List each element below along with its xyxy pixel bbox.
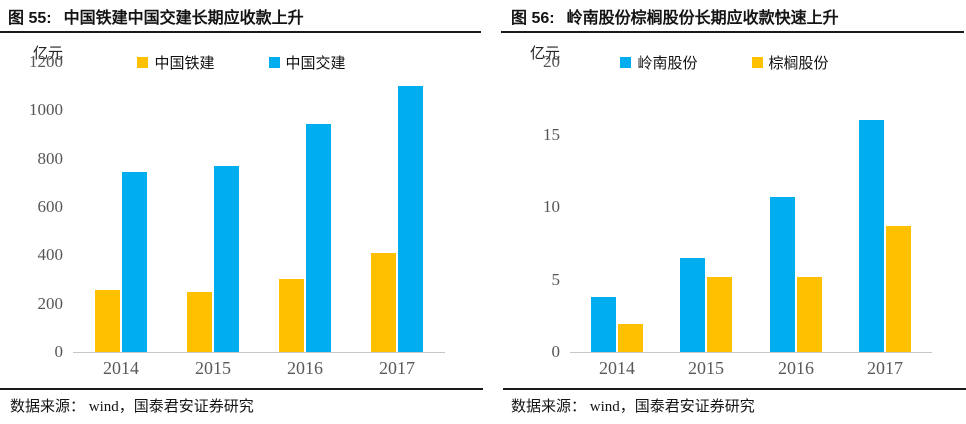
x-axis-tick-label: 2016 [287, 358, 323, 378]
y-axis-tick-label: 600 [37, 197, 64, 216]
legend-swatch-icon [751, 57, 763, 68]
chart-legend: 岭南股份 棕榈股份 [483, 52, 966, 73]
bar [187, 292, 212, 352]
figure-56-title-text: 岭南股份棕榈股份长期应收款快速上升 [566, 10, 839, 27]
legend-swatch-icon [620, 57, 632, 68]
legend-item: 棕榈股份 [751, 52, 829, 73]
legend-swatch-icon [268, 57, 280, 68]
bar [398, 86, 423, 352]
y-axis-tick-label: 20 [543, 52, 560, 71]
bar [618, 324, 643, 352]
x-axis-tick-label: 2017 [867, 358, 903, 378]
bar [707, 277, 732, 352]
figure-55-title-divider [0, 31, 481, 33]
y-axis-tick-label: 15 [543, 124, 560, 144]
figure-56-number: 图 56: [511, 10, 555, 27]
x-axis-tick-label: 2014 [599, 358, 635, 378]
legend-swatch-icon [137, 57, 149, 68]
x-axis-line [570, 352, 932, 353]
y-axis-unit-label: 亿元 [529, 46, 560, 62]
bar-chart-56: 亿元 0 5 10 15 20 岭南股份 棕榈股份 2014 2015 2016 2017 [483, 35, 966, 388]
y-axis-tick-label: 800 [37, 148, 64, 168]
x-axis-tick-label: 2017 [379, 358, 415, 378]
y-axis-tick-label: 0 [551, 342, 561, 361]
x-axis-tick-label: 2015 [195, 358, 231, 378]
figure-56-title: 图 56: 岭南股份棕榈股份长期应收款快速上升 [483, 4, 964, 28]
bar [680, 258, 705, 352]
legend-item: 中国铁建 [137, 52, 215, 73]
bar [886, 226, 911, 352]
y-axis-tick-label: 400 [37, 245, 64, 265]
y-axis-tick-label: 200 [37, 293, 64, 313]
x-axis-tick-label: 2014 [103, 358, 139, 378]
x-axis-tick-label: 2015 [688, 358, 724, 378]
legend-item: 中国交建 [268, 52, 346, 73]
bar [371, 253, 396, 352]
plot-area [75, 62, 443, 352]
legend-item: 岭南股份 [620, 52, 698, 73]
figure-55-source-divider [0, 388, 483, 390]
figure-56-title-divider [501, 31, 964, 33]
figure-55: 图 55: 中国铁建中国交建长期应收款上升 亿元 0 200 400 600 800 1000… [0, 4, 483, 415]
legend-label: 岭南股份 [637, 56, 698, 72]
y-axis-tick-label: 1200 [29, 52, 63, 71]
chart-legend: 中国铁建 中国交建 [0, 52, 483, 73]
y-axis-tick-label: 5 [551, 269, 561, 289]
bar [122, 172, 147, 352]
figure-56: 图 56: 岭南股份棕榈股份长期应收款快速上升 亿元 0 5 10 15 20 岭南股份 棕榈股… [483, 0, 966, 424]
figure-56-source-divider [503, 388, 966, 390]
y-axis-tick-label: 1000 [29, 100, 63, 120]
x-axis-tick-label: 2016 [778, 358, 814, 378]
figure-55-data-source: 数据来源： wind，国泰君安证券研究 [10, 399, 254, 415]
bar [95, 290, 120, 352]
legend-label: 棕榈股份 [768, 56, 829, 72]
bar [279, 279, 304, 352]
bar [306, 124, 331, 352]
bar [859, 120, 884, 352]
bar-chart-55: 亿元 0 200 400 600 800 1000 1200 中国铁建 中国交建 2014 2015 2… [0, 35, 483, 388]
x-axis-line [73, 352, 445, 353]
y-axis-tick-label: 10 [543, 197, 560, 216]
legend-label: 中国交建 [285, 56, 346, 72]
bar [770, 197, 795, 352]
figure-55-title-text: 中国铁建中国交建长期应收款上升 [63, 10, 304, 27]
y-axis-unit-label: 亿元 [32, 46, 63, 62]
y-axis-tick-label: 0 [54, 342, 64, 361]
figure-55-title: 图 55: 中国铁建中国交建长期应收款上升 [0, 4, 481, 28]
legend-label: 中国铁建 [154, 56, 215, 72]
figure-55-number: 图 55: [8, 10, 52, 27]
bar [797, 277, 822, 352]
bar [214, 166, 239, 352]
plot-area [572, 62, 930, 352]
figure-56-data-source: 数据来源： wind，国泰君安证券研究 [511, 399, 755, 415]
bar [591, 297, 616, 352]
